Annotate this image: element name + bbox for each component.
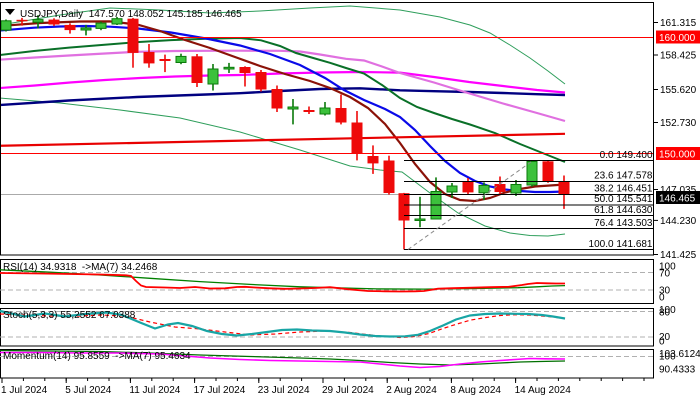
svg-text:76.4 143.503: 76.4 143.503 bbox=[594, 218, 653, 229]
svg-text:80: 80 bbox=[659, 308, 671, 319]
svg-text:150.000: 150.000 bbox=[659, 150, 696, 161]
svg-text:147.035: 147.035 bbox=[660, 185, 697, 196]
svg-text:61.8 144.630: 61.8 144.630 bbox=[594, 205, 653, 216]
svg-text:141.425: 141.425 bbox=[660, 250, 697, 261]
svg-text:5 Jul 2024: 5 Jul 2024 bbox=[65, 385, 112, 396]
svg-text:100: 100 bbox=[659, 262, 676, 273]
svg-text:160.000: 160.000 bbox=[659, 33, 696, 44]
svg-text:0.0 149.400: 0.0 149.400 bbox=[600, 150, 653, 161]
svg-text:17 Jul 2024: 17 Jul 2024 bbox=[194, 385, 246, 396]
svg-text:100.0 141.681: 100.0 141.681 bbox=[589, 239, 653, 250]
svg-text:158.425: 158.425 bbox=[660, 51, 697, 62]
svg-text:155.620: 155.620 bbox=[660, 85, 697, 96]
svg-text:146.465: 146.465 bbox=[659, 194, 696, 205]
svg-text:11 Jul 2024: 11 Jul 2024 bbox=[129, 385, 180, 396]
svg-text:USDJPY,Daily 147.570 148.052: USDJPY,Daily 147.570 148.052 145.185 146… bbox=[20, 9, 242, 20]
svg-text:Stoch(5,3,3) 55,2552 67.0388: Stoch(5,3,3) 55,2552 67.0388 bbox=[3, 310, 136, 321]
svg-text:23.6 147.578: 23.6 147.578 bbox=[594, 171, 653, 182]
svg-text:50.0 145.541: 50.0 145.541 bbox=[594, 194, 653, 205]
svg-text:0: 0 bbox=[659, 337, 665, 348]
svg-text:152.730: 152.730 bbox=[660, 118, 697, 129]
svg-text:70: 70 bbox=[659, 269, 671, 280]
svg-text:38.2 146.451: 38.2 146.451 bbox=[594, 184, 653, 195]
svg-text:100: 100 bbox=[659, 305, 676, 316]
svg-text:100: 100 bbox=[659, 352, 676, 363]
svg-text:20: 20 bbox=[659, 332, 671, 343]
svg-text:23 Jul 2024: 23 Jul 2024 bbox=[258, 385, 310, 396]
svg-text:14 Aug 2024: 14 Aug 2024 bbox=[515, 385, 572, 396]
svg-text:Momentum(14) 95.8559 ->MA(7): Momentum(14) 95.8559 ->MA(7) 95.4634 bbox=[3, 351, 191, 362]
svg-text:161.315: 161.315 bbox=[660, 18, 697, 29]
svg-text:90.4333: 90.4333 bbox=[659, 365, 696, 376]
svg-text:144.230: 144.230 bbox=[660, 216, 697, 227]
svg-text:0: 0 bbox=[659, 293, 665, 304]
svg-text:2 Aug 2024: 2 Aug 2024 bbox=[386, 385, 437, 396]
svg-text:29 Jul 2024: 29 Jul 2024 bbox=[322, 385, 374, 396]
svg-text:RSI(14) 34.9318 ->MA(7) 34.24: RSI(14) 34.9318 ->MA(7) 34.2468 bbox=[3, 262, 158, 273]
svg-text:30: 30 bbox=[659, 286, 671, 297]
svg-text:1 Jul 2024: 1 Jul 2024 bbox=[1, 385, 48, 396]
svg-text:8 Aug 2024: 8 Aug 2024 bbox=[450, 385, 501, 396]
svg-text:103.6124: 103.6124 bbox=[659, 349, 700, 360]
